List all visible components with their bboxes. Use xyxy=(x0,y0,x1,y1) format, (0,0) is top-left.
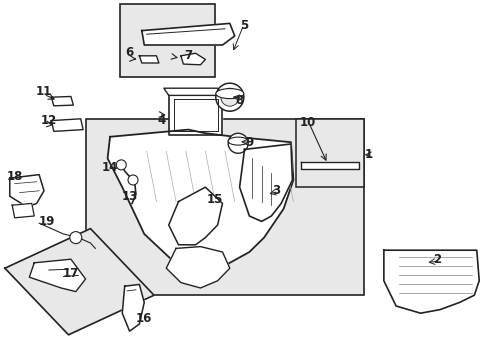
Text: 16: 16 xyxy=(136,312,152,325)
Text: 15: 15 xyxy=(206,193,223,206)
Polygon shape xyxy=(5,229,154,335)
Circle shape xyxy=(228,133,247,153)
Text: 18: 18 xyxy=(6,170,23,183)
Text: 5: 5 xyxy=(240,19,248,32)
Polygon shape xyxy=(107,130,293,270)
Polygon shape xyxy=(163,88,222,95)
Circle shape xyxy=(215,83,244,111)
Circle shape xyxy=(116,160,126,170)
Ellipse shape xyxy=(228,137,247,145)
Text: 2: 2 xyxy=(433,253,441,266)
Bar xyxy=(295,119,364,187)
Polygon shape xyxy=(383,250,478,313)
Text: 17: 17 xyxy=(62,267,79,280)
Text: 19: 19 xyxy=(38,215,55,228)
Polygon shape xyxy=(142,23,234,45)
Text: 14: 14 xyxy=(102,161,118,174)
Text: 10: 10 xyxy=(299,116,316,129)
Polygon shape xyxy=(181,53,205,65)
Text: 1: 1 xyxy=(365,148,372,161)
Text: 8: 8 xyxy=(235,94,243,107)
Polygon shape xyxy=(168,95,222,135)
Polygon shape xyxy=(51,96,73,106)
Text: 13: 13 xyxy=(121,190,138,203)
Bar xyxy=(85,119,364,295)
Polygon shape xyxy=(10,175,44,207)
Circle shape xyxy=(128,175,138,185)
Text: 7: 7 xyxy=(184,49,192,62)
Text: 11: 11 xyxy=(36,85,52,98)
Polygon shape xyxy=(12,203,34,218)
Polygon shape xyxy=(51,119,83,131)
Polygon shape xyxy=(166,247,229,288)
Text: 6: 6 xyxy=(125,46,133,59)
Text: 4: 4 xyxy=(157,114,165,127)
Polygon shape xyxy=(239,144,292,221)
Circle shape xyxy=(70,231,81,244)
Polygon shape xyxy=(300,162,359,169)
Bar xyxy=(120,4,215,77)
Text: 12: 12 xyxy=(41,114,57,127)
Ellipse shape xyxy=(215,89,244,99)
Polygon shape xyxy=(122,284,144,331)
Circle shape xyxy=(221,88,238,106)
Polygon shape xyxy=(29,259,85,292)
Polygon shape xyxy=(168,187,222,245)
Text: 3: 3 xyxy=(272,184,280,197)
Text: 9: 9 xyxy=(245,136,253,149)
Polygon shape xyxy=(139,56,159,63)
